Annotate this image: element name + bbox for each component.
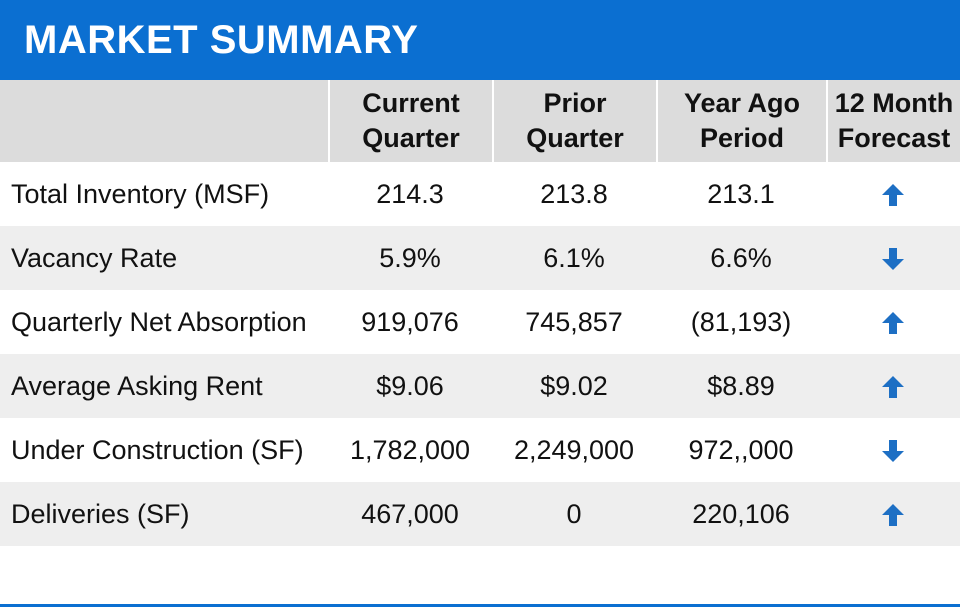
forecast-cell [826,226,960,290]
forecast-cell [826,162,960,226]
table-row: Deliveries (SF) 467,000 0 220,106 [0,482,960,546]
header-line: Period [699,123,785,153]
prior-quarter-value: 745,857 [525,306,623,337]
forecast-cell [826,418,960,482]
prior-quarter-value: 6.1% [492,226,656,290]
down-arrow-icon [880,246,906,272]
page-title: MARKET SUMMARY [24,18,419,62]
row-label: Under Construction (SF) [11,434,304,465]
table-row: Quarterly Net Absorption 919,076 745,857 (8… [0,290,960,354]
current-quarter-value: 5.9% [328,226,492,290]
year-ago-value: 220,106 [656,482,826,546]
prior-quarter-value: 213.8 [540,178,608,209]
current-quarter-value: 214.3 [376,178,444,209]
header-line: 12 Month [834,88,954,118]
header-cell-prior-quarter: Prior Quarter [492,80,656,162]
header-row: Current Quarter Prior Quarter Year Ago P… [0,80,960,162]
current-quarter-value: 1,782,000 [349,434,471,465]
header-cell-year-ago-period: Year Ago Period [656,80,826,162]
table-row: Under Construction (SF) 1,782,000 2,249,00… [0,418,960,482]
up-arrow-icon [880,182,906,208]
forecast-cell [826,354,960,418]
current-quarter-value: 467,000 [328,482,492,546]
header-line: Forecast [837,123,951,153]
prior-quarter-value: 2,249,000 [513,434,635,465]
up-arrow-icon [880,374,906,400]
year-ago-value: (81,193) [690,306,792,337]
header-cell-12-month-forecast: 12 Month Forecast [826,80,960,162]
year-ago-value: 972,,000 [688,434,794,465]
row-label: Quarterly Net Absorption [11,306,307,337]
up-arrow-icon [880,310,906,336]
row-label: Deliveries (SF) [0,482,328,546]
header-line: Quarter [526,123,624,153]
header-line: Quarter [362,123,460,153]
header-line: Year Ago [683,88,801,118]
prior-quarter-value: 0 [492,482,656,546]
header-cell-metric [0,80,328,162]
up-arrow-icon [880,502,906,528]
table-row: Vacancy Rate 5.9% 6.1% 6.6% [0,226,960,290]
market-summary-table: Current Quarter Prior Quarter Year Ago P… [0,80,960,546]
header-cell-current-quarter: Current Quarter [328,80,492,162]
current-quarter-value: 919,076 [361,306,459,337]
forecast-cell [826,290,960,354]
year-ago-value: 6.6% [656,226,826,290]
bottom-divider [0,604,960,607]
prior-quarter-value: $9.02 [492,354,656,418]
year-ago-value: $8.89 [656,354,826,418]
title-banner: MARKET SUMMARY [0,0,960,80]
table-row: Average Asking Rent $9.06 $9.02 $8.89 [0,354,960,418]
current-quarter-value: $9.06 [328,354,492,418]
table-body: Total Inventory (MSF) 214.3 213.8 213.1 Vaca… [0,162,960,546]
table-row: Total Inventory (MSF) 214.3 213.8 213.1 [0,162,960,226]
row-label: Total Inventory (MSF) [11,178,270,209]
year-ago-value: 213.1 [707,178,775,209]
header-line: Prior [543,88,607,118]
down-arrow-icon [880,438,906,464]
forecast-cell [826,482,960,546]
row-label: Average Asking Rent [0,354,328,418]
header-line: Current [362,88,460,118]
row-label: Vacancy Rate [0,226,328,290]
